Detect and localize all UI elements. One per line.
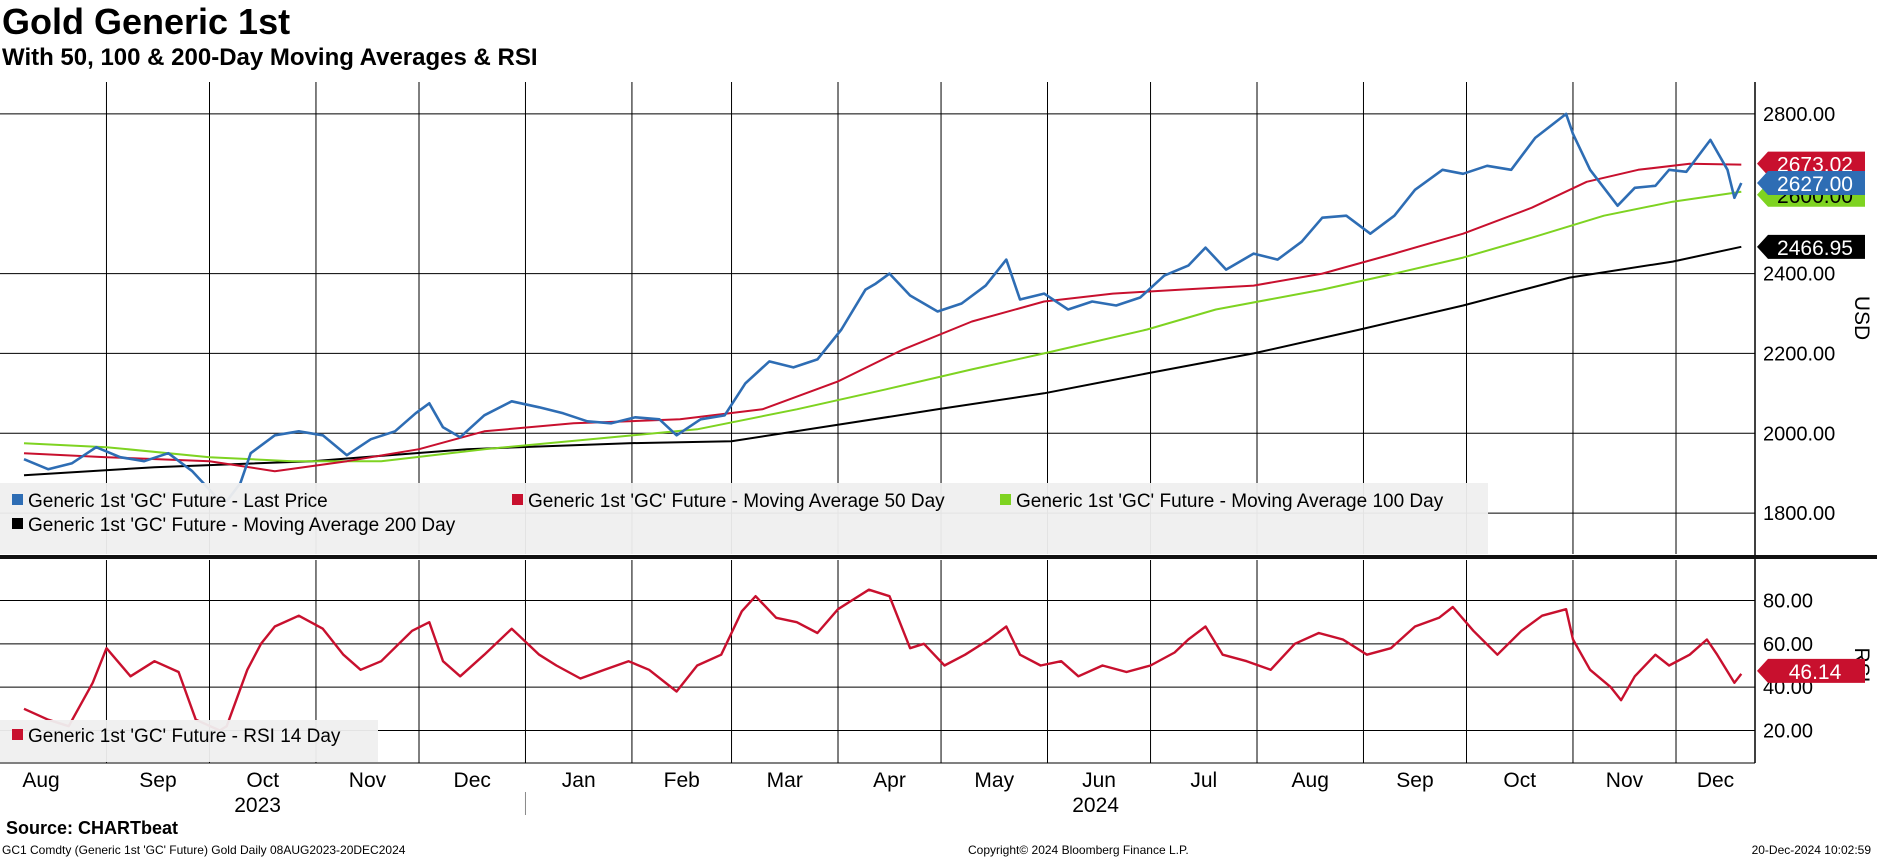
footer-copyright: Copyright© 2024 Bloomberg Finance L.P. xyxy=(968,843,1189,857)
tag-ma200-text: 2466.95 xyxy=(1777,237,1853,260)
chart-subtitle: With 50, 100 & 200-Day Moving Averages &… xyxy=(2,44,538,71)
axis-layer: Aug Sep Oct Nov Dec Jan Feb Mar Apr May Jun Jul Aug S… xyxy=(22,104,1873,817)
footer-security-info: GC1 Comdty (Generic 1st 'GC' Future) Gol… xyxy=(2,843,406,857)
footer-timestamp: 20-Dec-2024 10:02:59 xyxy=(1751,843,1871,857)
series-line-ma100 xyxy=(23,190,1742,463)
grid-layer xyxy=(0,82,1877,764)
series-line-ma200 xyxy=(23,245,1742,477)
x-tick-label: Nov xyxy=(1606,769,1644,792)
series-layer xyxy=(23,112,1743,732)
x-tick-label: Jul xyxy=(1190,769,1217,792)
legend-label-ma100: Generic 1st 'GC' Future - Moving Average… xyxy=(1016,491,1444,512)
x-tick-label: Mar xyxy=(767,769,803,792)
legend-label-ma50: Generic 1st 'GC' Future - Moving Average… xyxy=(528,491,945,512)
price-tick-label: 2400.00 xyxy=(1763,264,1835,286)
legend-swatch-ma200 xyxy=(12,518,23,529)
rsi-tick-label: 80.00 xyxy=(1763,591,1813,613)
tag-ma50-text: 2673.02 xyxy=(1777,154,1853,177)
source-note: Source: CHARTbeat xyxy=(6,818,179,838)
x-tick-label: Oct xyxy=(1503,769,1536,792)
tag-rsi-text: 46.14 xyxy=(1789,661,1842,684)
price-tick-label: 2800.00 xyxy=(1763,104,1835,126)
legend-label-price: Generic 1st 'GC' Future - Last Price xyxy=(28,491,328,512)
tag-ma50-bg xyxy=(1757,151,1865,176)
x-tick-label: Oct xyxy=(246,769,279,792)
x-tick-label: Nov xyxy=(349,769,387,792)
x-tick-label: Dec xyxy=(454,769,491,792)
legend-swatch-ma100 xyxy=(1000,494,1011,505)
series-line-price xyxy=(23,112,1743,503)
price-legend-box xyxy=(0,483,1488,554)
chart-title: Gold Generic 1st xyxy=(2,1,291,42)
rsi-legend-box xyxy=(0,720,378,762)
x-tick-label: Apr xyxy=(873,769,906,792)
legend-swatch-rsi xyxy=(12,729,23,740)
x-year-label: 2023 xyxy=(234,794,281,817)
x-tick-label: May xyxy=(974,769,1014,792)
price-tick-label: 1800.00 xyxy=(1763,503,1835,525)
series-line-ma50 xyxy=(23,162,1742,473)
x-tick-label: Jan xyxy=(562,769,596,792)
price-axis-title: USD xyxy=(1850,296,1873,340)
legend-label-ma200: Generic 1st 'GC' Future - Moving Average… xyxy=(28,515,456,536)
x-tick-label: Aug xyxy=(22,769,59,792)
tag-ma200-bg xyxy=(1757,234,1865,259)
x-tick-label: Feb xyxy=(664,769,700,792)
rsi-tick-label: 20.00 xyxy=(1763,721,1813,743)
legend-label-rsi: Generic 1st 'GC' Future - RSI 14 Day xyxy=(28,726,341,747)
x-tick-label: Sep xyxy=(139,769,176,792)
legend-swatch-price xyxy=(12,494,23,505)
x-year-label: 2024 xyxy=(1072,794,1119,817)
x-tick-label: Sep xyxy=(1396,769,1433,792)
tag-price-bg xyxy=(1757,170,1865,195)
tag-rsi-bg xyxy=(1757,658,1865,683)
x-tick-label: Aug xyxy=(1292,769,1329,792)
x-tick-label: Jun xyxy=(1082,769,1116,792)
x-tick-label: Dec xyxy=(1697,769,1734,792)
price-tick-label: 2200.00 xyxy=(1763,343,1835,365)
series-line-rsi xyxy=(23,588,1743,732)
legend-layer: Generic 1st 'GC' Future - Last Price Gene… xyxy=(0,483,1488,762)
legend-swatch-ma50 xyxy=(512,494,523,505)
rsi-tick-label: 60.00 xyxy=(1763,634,1813,656)
price-tick-label: 2000.00 xyxy=(1763,423,1835,445)
tag-price-text: 2627.00 xyxy=(1777,173,1853,196)
